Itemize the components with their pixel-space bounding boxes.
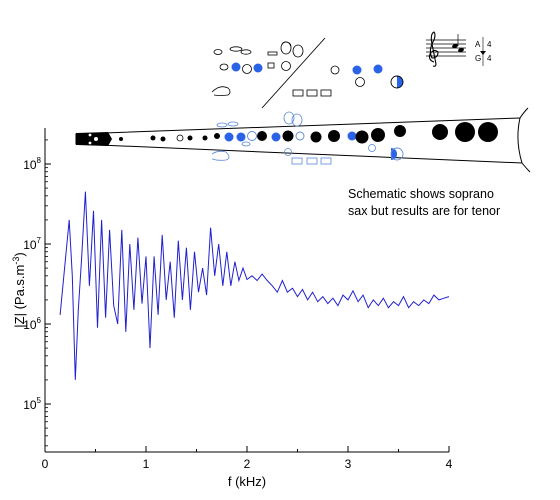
note-lower-octave: 4 xyxy=(487,54,492,63)
x-tick-label: 4 xyxy=(446,457,453,471)
impedance-line xyxy=(59,191,450,380)
x-ticks: 0 1 2 3 4 xyxy=(42,446,453,471)
y-tick-label: 107 xyxy=(23,236,41,252)
upper-key-diagram xyxy=(211,37,404,109)
note-lower-name: G xyxy=(475,54,481,63)
x-tick-label: 3 xyxy=(345,457,352,471)
saxophone-body xyxy=(75,107,531,173)
y-tick-label: 106 xyxy=(23,316,41,332)
note-upper-name: A xyxy=(475,40,481,49)
note-staff: A G 4 4 xyxy=(426,31,492,67)
y-axis-title-main: |Z| (Pa.s.m xyxy=(12,265,27,328)
y-ticks: 105 106 107 108 xyxy=(23,139,51,447)
annotation-line-2: sax but results are for tenor xyxy=(348,204,500,218)
y-tick-label: 108 xyxy=(23,156,41,172)
key-blue-3 xyxy=(352,65,362,75)
key-blue-1 xyxy=(231,62,241,72)
y-axis-title: |Z| (Pa.s.m-3) xyxy=(11,252,27,327)
x-tick-label: 1 xyxy=(143,457,150,471)
x-axis-title: f (kHz) xyxy=(228,474,266,489)
x-tick-label: 2 xyxy=(244,457,251,471)
annotation-line-1: Schematic shows soprano xyxy=(348,187,494,201)
y-axis-title-sup: -3 xyxy=(11,257,21,265)
y-axis-title-close: ) xyxy=(12,252,27,256)
y-tick-label: 105 xyxy=(23,396,41,412)
plot-area: 0 1 2 3 4 105 106 107 108 xyxy=(23,128,453,471)
key-blue-4 xyxy=(373,64,383,74)
x-tick-label: 0 xyxy=(42,457,49,471)
fingering-schematic: A G 4 4 xyxy=(75,31,531,173)
note-upper-octave: 4 xyxy=(487,40,492,49)
key-blue-2 xyxy=(253,63,263,73)
